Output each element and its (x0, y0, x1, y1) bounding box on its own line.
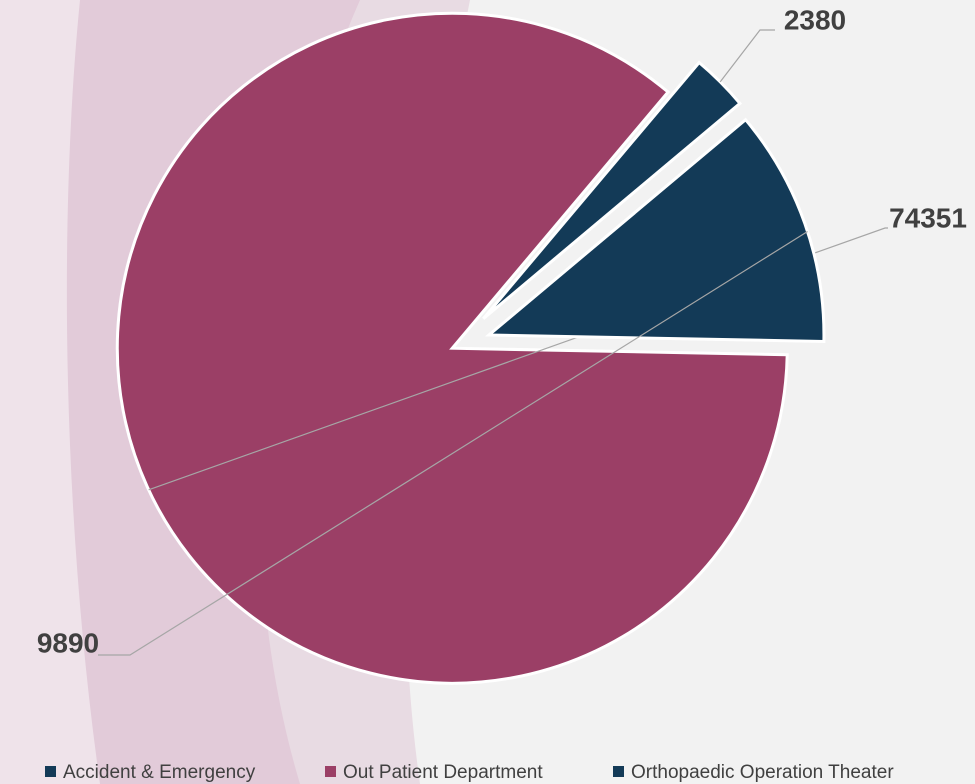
pie: 2380 74351 9890 (37, 4, 967, 685)
legend-label: Out Patient Department (343, 762, 543, 783)
data-label: 74351 (889, 202, 967, 233)
legend: Accident & Emergency Out Patient Departme… (45, 762, 894, 783)
legend-swatch (325, 766, 336, 777)
legend-swatch (45, 766, 56, 777)
slice (115, 11, 789, 685)
data-label: 9890 (37, 627, 99, 658)
data-label: 2380 (784, 4, 846, 35)
leader-line (98, 230, 808, 656)
legend-label: Orthopaedic Operation Theater (631, 762, 894, 783)
slice (484, 117, 826, 343)
leader-line (148, 227, 888, 491)
legend-label: Accident & Emergency (63, 762, 256, 783)
slice (482, 60, 743, 320)
decor (0, 0, 100, 784)
legend-swatch (613, 766, 624, 777)
leader-line (719, 29, 775, 83)
